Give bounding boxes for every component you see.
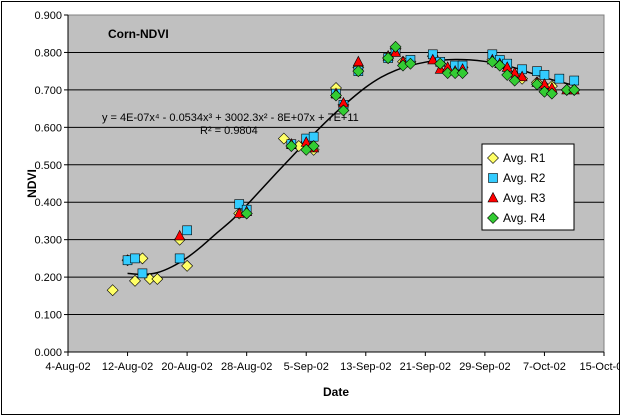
data-point: [508, 74, 521, 87]
data-point: [240, 207, 253, 220]
x-tick-label: 29-Sep-02: [459, 361, 510, 373]
x-tick-label: 7-Oct-02: [523, 361, 566, 373]
data-point: [389, 40, 402, 53]
y-tick-label: 0.400: [34, 197, 62, 209]
data-point: [493, 59, 506, 72]
legend-label-r3: Avg. R3: [503, 191, 546, 205]
legend-label-r2: Avg. R2: [503, 171, 546, 185]
data-point: [404, 57, 417, 70]
data-point: [501, 68, 514, 81]
x-tick-label: 20-Aug-02: [161, 361, 212, 373]
data-point: [308, 131, 319, 142]
legend: Avg. R1 Avg. R2 Avg. R3 Avg. R4: [481, 143, 575, 231]
data-point: [531, 78, 543, 91]
x-tick-label: 15-Oct-02: [580, 361, 620, 373]
x-tick-label: 21-Sep-02: [400, 361, 451, 373]
data-point: [554, 73, 565, 84]
trendline-equation: y = 4E-07x⁴ - 0.0534x³ + 3002.3x² - 8E+0…: [102, 112, 359, 124]
data-point: [545, 87, 558, 100]
data-point: [352, 65, 365, 78]
data-point: [539, 70, 550, 80]
chart-title: Corn-NDVI: [108, 27, 169, 41]
y-tick-label: 0.200: [34, 272, 62, 284]
x-axis-label: Date: [323, 385, 349, 399]
x-tick-label: 4-Aug-02: [45, 361, 90, 373]
data-point: [182, 225, 192, 236]
data-point: [106, 284, 119, 297]
legend-marker-r4: [487, 212, 499, 224]
y-tick-label: 0.500: [34, 160, 62, 172]
y-tick-label: 0.700: [34, 85, 62, 97]
data-point: [151, 273, 164, 285]
data-point: [427, 53, 439, 65]
data-point: [130, 253, 140, 264]
y-tick-label: 0.100: [34, 310, 62, 322]
legend-marker-r2: [488, 173, 498, 183]
data-point: [516, 70, 528, 82]
r-squared-label: R² = 0.9804: [200, 125, 258, 137]
x-tick-label: 12-Aug-02: [102, 361, 153, 373]
data-point: [174, 229, 186, 241]
data-point: [382, 52, 395, 64]
data-point: [434, 57, 447, 70]
y-tick-label: 0.900: [34, 10, 62, 22]
y-axis-label: NDVI: [25, 169, 39, 198]
y-tick-label: 0.300: [34, 235, 62, 247]
data-points: [106, 40, 581, 297]
x-tick-label: 13-Sep-02: [340, 361, 391, 373]
x-tick-label: 28-Aug-02: [221, 361, 272, 373]
data-point: [174, 253, 185, 264]
axes: 0.000 0.100 0.200 0.300 0.400 0.500 0.600 0.700…: [34, 10, 620, 373]
data-point: [568, 83, 581, 96]
legend-label-r1: Avg. R1: [503, 151, 546, 165]
legend-label-r4: Avg. R4: [503, 211, 546, 225]
data-point: [285, 140, 298, 152]
y-tick-label: 0.600: [34, 122, 62, 134]
legend-marker-r1: [487, 152, 499, 164]
data-point: [330, 89, 342, 102]
data-point: [137, 268, 148, 279]
data-point: [337, 104, 350, 117]
series-r4: [240, 40, 581, 220]
data-point: [569, 75, 580, 86]
data-point: [456, 67, 469, 79]
x-tick-label: 5-Sep-02: [284, 361, 329, 373]
legend-marker-r3: [487, 191, 499, 203]
y-tick-label: 0.800: [34, 47, 62, 59]
y-tick-label: 0.000: [34, 347, 62, 359]
data-point: [307, 140, 320, 152]
